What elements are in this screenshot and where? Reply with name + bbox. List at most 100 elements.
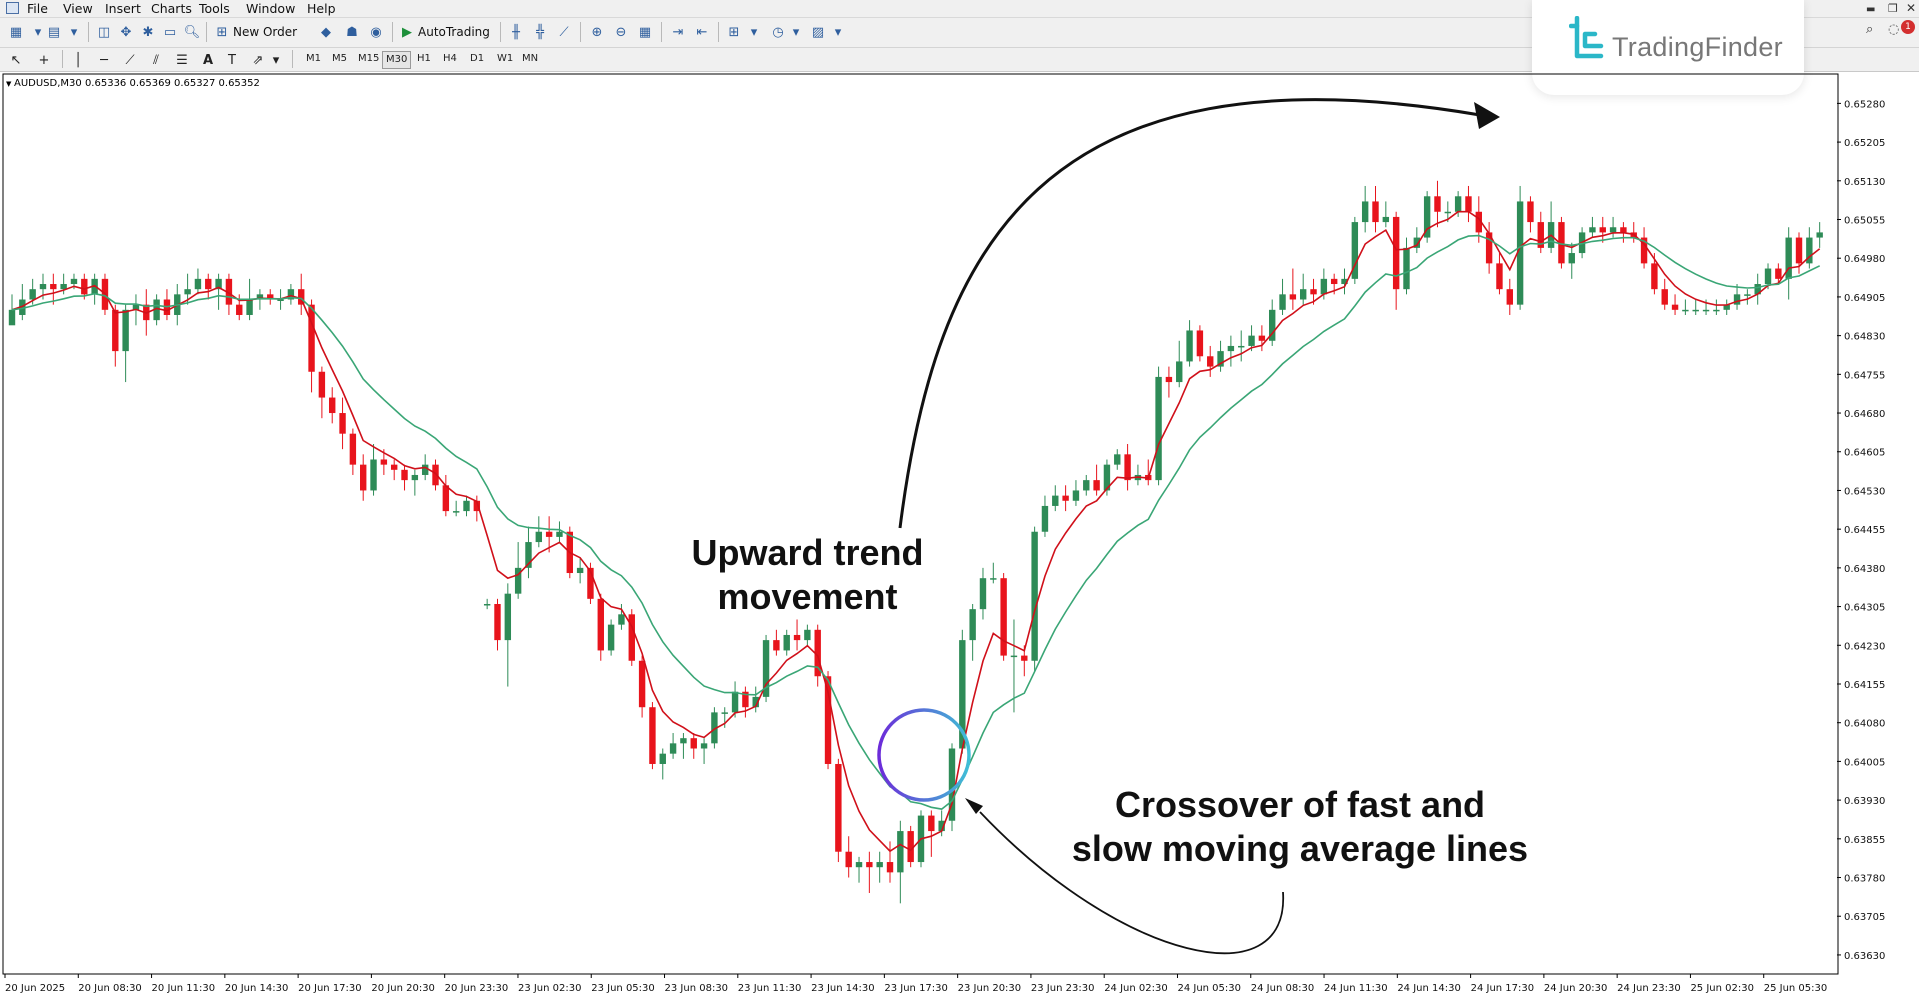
autoscroll-icon[interactable]: ⇤ [696, 24, 708, 40]
metaeditor-icon[interactable]: ◆ [321, 24, 331, 40]
autotrading-button[interactable]: AutoTrading [418, 25, 490, 39]
bullish-candle [452, 511, 460, 513]
time-tick-label: 24 Jun 02:30 [1104, 983, 1168, 994]
bearish-candle [339, 413, 346, 434]
crosshair-icon[interactable]: + [38, 52, 50, 68]
bearish-candle [1475, 211, 1482, 233]
timeframe-m1[interactable]: M1 [306, 53, 321, 64]
dropdown-arrow-icon[interactable]: ▾ [750, 24, 758, 40]
vertical-line-icon[interactable]: │ [74, 52, 82, 68]
menu-charts[interactable]: Charts [151, 1, 192, 16]
bullish-candle [618, 614, 625, 625]
profiles-icon[interactable]: ▤ [47, 24, 61, 40]
candlestick-icon[interactable]: ╬ [536, 24, 544, 40]
new-order-icon[interactable]: ⊞ [216, 24, 228, 40]
dropdown-arrow-icon[interactable]: ▾ [272, 52, 280, 68]
chart-shift-icon[interactable]: ⇥ [672, 24, 684, 40]
zoom-out-icon[interactable]: ⊖ [615, 24, 627, 40]
dropdown-arrow-icon[interactable]: ▾ [34, 24, 42, 40]
price-tick-label: 0.64455 [1844, 525, 1885, 536]
close-icon[interactable]: ✕ [1906, 1, 1917, 15]
crossover-label: Crossover of fast and slow moving averag… [1045, 783, 1555, 871]
timeframe-m30[interactable]: M30 [382, 51, 412, 69]
dropdown-arrow-icon[interactable]: ▾ [792, 24, 800, 40]
menu-insert[interactable]: Insert [105, 1, 141, 16]
trendline-icon[interactable]: ⟋ [125, 52, 135, 68]
timeframe-h4[interactable]: H4 [443, 53, 457, 64]
navigator-icon[interactable]: ✱ [142, 24, 154, 40]
text-icon[interactable]: A [202, 52, 214, 68]
slow-ma-line [11, 234, 1821, 810]
collapse-arrow-icon[interactable]: ▼ [6, 80, 12, 88]
market-icon[interactable]: ◉ [370, 24, 382, 40]
menu-tools[interactable]: Tools [199, 1, 230, 16]
bearish-candle [1330, 278, 1338, 285]
market-watch-icon[interactable]: ◫ [97, 24, 111, 40]
signals-icon[interactable]: ☗ [346, 24, 358, 40]
fibonacci-icon[interactable]: ☰ [176, 52, 188, 68]
dropdown-arrow-icon[interactable]: ▾ [834, 24, 842, 40]
menu-window[interactable]: Window [246, 1, 296, 16]
periods-icon[interactable]: ◷ [772, 24, 784, 40]
strategy-tester-icon[interactable]: 🔍︎ [183, 24, 201, 40]
time-tick-label: 20 Jun 08:30 [78, 983, 142, 994]
autotrading-icon[interactable]: ▶ [402, 24, 412, 40]
shapes-icon[interactable]: ⇗ [252, 52, 264, 68]
bullish-candle [514, 567, 522, 594]
time-tick-label: 20 Jun 14:30 [225, 983, 289, 994]
channel-icon[interactable]: ⫽ [153, 52, 159, 68]
bearish-candle [1506, 289, 1513, 305]
bearish-candle [1310, 289, 1317, 295]
search-icon[interactable]: ⌕ [1866, 22, 1874, 37]
terminal-icon[interactable]: ▭ [163, 24, 177, 40]
price-tick-label: 0.65055 [1844, 216, 1885, 227]
price-tick-label: 0.65130 [1844, 177, 1885, 188]
new-order-button[interactable]: New Order [233, 25, 298, 39]
notification-badge[interactable]: 1 [1901, 20, 1915, 34]
horizontal-line-icon[interactable]: ─ [100, 52, 108, 68]
upward-trend-label: Upward trend movement [650, 531, 965, 619]
bearish-candle [638, 660, 646, 708]
bullish-candle [1248, 335, 1255, 346]
zoom-in-icon[interactable]: ⊕ [591, 24, 603, 40]
data-window-icon[interactable]: ✥ [120, 24, 132, 40]
price-tick-label: 0.63930 [1844, 796, 1885, 807]
bearish-candle [1062, 495, 1069, 501]
bullish-candle [1186, 330, 1193, 362]
dropdown-arrow-icon[interactable]: ▾ [70, 24, 78, 40]
price-tick-label: 0.64155 [1844, 680, 1885, 691]
price-tick-label: 0.64080 [1844, 719, 1885, 730]
bullish-candle [680, 738, 687, 744]
cursor-icon[interactable]: ↖ [10, 52, 22, 68]
bullish-candle [1744, 294, 1751, 296]
templates-icon[interactable]: ▨ [811, 24, 825, 40]
time-tick-label: 23 Jun 14:30 [811, 983, 875, 994]
bullish-candle [948, 748, 956, 821]
restore-icon[interactable]: ❐ [1888, 2, 1898, 15]
menu-view[interactable]: View [63, 1, 93, 16]
line-chart-icon[interactable]: ⟋ [559, 24, 569, 40]
timeframe-h1[interactable]: H1 [417, 53, 431, 64]
bullish-candle [1227, 345, 1235, 352]
bearish-candle [1124, 454, 1131, 481]
timeframe-mn[interactable]: MN [522, 53, 539, 64]
chat-icon[interactable]: ◌ [1888, 22, 1900, 37]
timeframe-w1[interactable]: W1 [497, 53, 514, 64]
bullish-candle [60, 284, 67, 290]
bullish-candle [1176, 361, 1183, 383]
timeframe-m15[interactable]: M15 [358, 53, 380, 64]
bullish-candle [525, 542, 532, 568]
label-icon[interactable]: T [228, 52, 236, 68]
bar-chart-icon[interactable]: ╫ [512, 24, 520, 40]
timeframe-m5[interactable]: M5 [332, 53, 347, 64]
minimize-icon[interactable]: ▬ [1866, 4, 1876, 15]
bearish-candle [1196, 330, 1204, 357]
menu-help[interactable]: Help [307, 1, 336, 16]
tile-windows-icon[interactable]: ▦ [638, 24, 652, 40]
bearish-candle [690, 738, 697, 749]
indicators-icon[interactable]: ⊞ [728, 24, 740, 40]
menu-file[interactable]: File [27, 1, 48, 16]
timeframe-d1[interactable]: D1 [470, 53, 485, 64]
new-chart-icon[interactable]: ▦ [9, 24, 23, 40]
